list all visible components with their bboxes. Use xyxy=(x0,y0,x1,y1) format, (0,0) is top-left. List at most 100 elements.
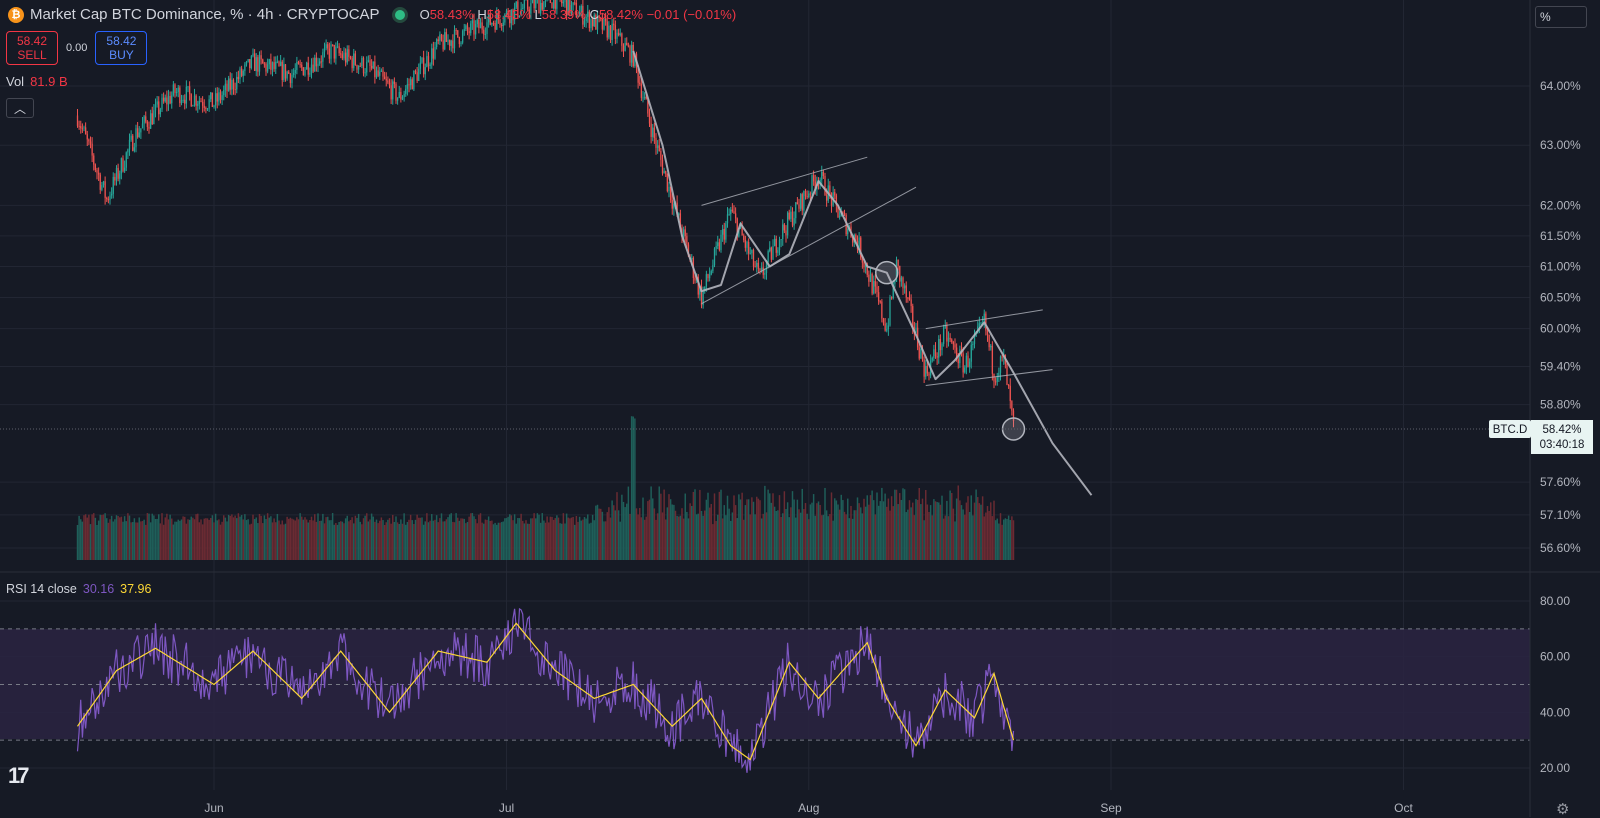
volume-bar xyxy=(811,502,813,560)
volume-bar xyxy=(912,502,914,560)
candle xyxy=(283,64,285,81)
candle xyxy=(928,373,930,376)
volume-bar xyxy=(364,515,366,560)
volume-bar xyxy=(746,499,748,560)
candle xyxy=(188,86,191,95)
candle xyxy=(770,247,773,260)
candle xyxy=(99,174,101,190)
candle xyxy=(798,204,800,209)
volume-bar xyxy=(463,518,465,560)
symbol-title[interactable]: Market Cap BTC Dominance, % · 4h · CRYPT… xyxy=(30,6,380,23)
scale-mode-button[interactable]: % xyxy=(1535,6,1587,28)
candle xyxy=(489,14,491,25)
candle xyxy=(401,97,404,100)
volume-bar xyxy=(504,518,506,560)
candle xyxy=(933,349,935,358)
volume-bar xyxy=(416,514,418,560)
volume-bar xyxy=(639,508,641,560)
volume-bar xyxy=(421,517,423,560)
candle xyxy=(876,286,878,293)
candle xyxy=(515,1,517,8)
volume-bar xyxy=(819,504,821,560)
volume-bar xyxy=(457,517,459,560)
candle xyxy=(926,365,929,374)
volume-bar xyxy=(848,518,851,560)
volume-bar xyxy=(500,522,503,560)
candle xyxy=(471,20,474,24)
candle xyxy=(458,37,461,45)
rsi-legend[interactable]: RSI 14 close 30.16 37.96 xyxy=(6,582,151,596)
volume-bar xyxy=(390,523,392,560)
candle xyxy=(780,239,782,241)
volume-bar xyxy=(710,503,712,560)
candle xyxy=(782,224,784,240)
candle xyxy=(871,273,873,294)
axes[interactable]: 64.00% 63.00% 62.00% 61.50% 61.00% 60.50% 60.0… xyxy=(204,79,1581,815)
candle xyxy=(650,123,652,137)
volume-bar xyxy=(474,519,477,560)
candle xyxy=(626,42,628,46)
sell-button[interactable]: 58.42 SELL xyxy=(6,31,58,65)
volume-bar xyxy=(671,504,673,560)
volume-bar xyxy=(481,522,483,560)
volume-bar xyxy=(304,517,306,560)
volume-bar xyxy=(244,514,246,560)
gear-icon[interactable]: ⚙ xyxy=(1556,801,1570,818)
volume-legend[interactable]: Vol 81.9 B xyxy=(6,74,68,89)
candle xyxy=(395,83,397,101)
candle xyxy=(588,11,591,29)
candle xyxy=(705,274,708,287)
volume-bar xyxy=(868,504,870,560)
candle xyxy=(349,56,352,59)
candle xyxy=(994,381,997,383)
volume-bar xyxy=(808,519,810,560)
volume-bar xyxy=(626,503,628,560)
candle xyxy=(617,32,620,36)
volume-bar xyxy=(354,515,357,560)
volume-bar xyxy=(330,520,332,560)
volume-bar xyxy=(353,523,355,560)
volume-bar xyxy=(351,517,353,560)
volume-bar xyxy=(715,521,717,560)
volume-bar xyxy=(231,514,233,560)
volume-bar xyxy=(1011,516,1013,560)
candle xyxy=(968,361,971,367)
candle xyxy=(263,63,266,65)
tradingview-logo-icon[interactable]: 17 xyxy=(8,763,30,788)
candle xyxy=(276,61,279,63)
volume-bar xyxy=(145,524,147,560)
candle xyxy=(535,0,537,9)
candle xyxy=(544,0,547,2)
rsi-ma-line xyxy=(77,622,1015,761)
candle xyxy=(120,158,123,174)
volume-bar xyxy=(929,505,932,560)
volume-bar xyxy=(941,495,943,560)
volume-bar xyxy=(263,515,266,560)
volume-bar xyxy=(153,515,155,560)
candle xyxy=(814,181,816,190)
candle xyxy=(691,258,693,260)
volume-bar xyxy=(374,521,376,560)
volume-bar xyxy=(598,508,600,560)
candle xyxy=(637,66,639,83)
last-price-badge xyxy=(1531,420,1593,455)
volume-bar xyxy=(596,504,599,560)
candle xyxy=(858,237,860,250)
candle xyxy=(702,290,704,306)
volume-bar xyxy=(458,520,461,560)
candle xyxy=(1009,385,1011,402)
candle xyxy=(123,167,126,172)
volume-bar xyxy=(422,524,425,560)
candle xyxy=(364,72,366,74)
volume-bar xyxy=(224,517,227,560)
candle xyxy=(572,2,574,5)
candle xyxy=(229,78,231,90)
buy-button[interactable]: 58.42 BUY xyxy=(95,31,148,65)
candle xyxy=(920,349,922,359)
candle xyxy=(790,211,792,219)
market-status-icon[interactable] xyxy=(391,6,408,23)
candle xyxy=(169,96,171,104)
collapse-legend-button[interactable]: ︿ xyxy=(6,98,34,118)
candle xyxy=(741,225,743,236)
